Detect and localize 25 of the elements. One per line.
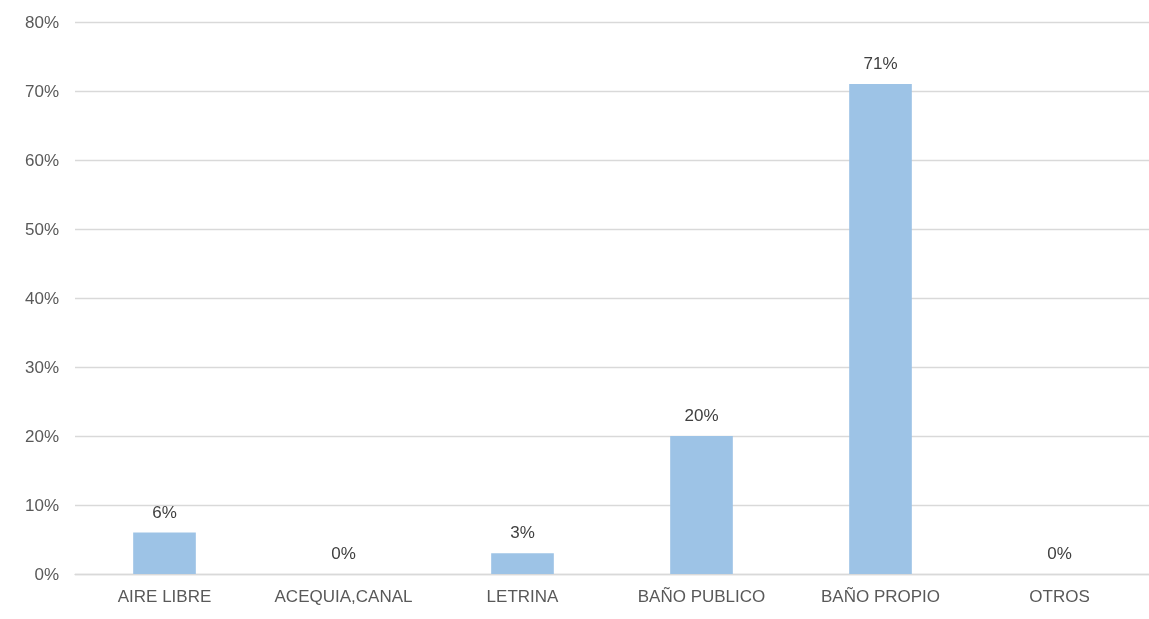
- x-tick-label: BAÑO PUBLICO: [637, 587, 766, 606]
- data-label: 3%: [510, 523, 535, 543]
- y-tick-label: 80%: [24, 12, 59, 32]
- y-tick-label: 30%: [24, 357, 59, 377]
- x-tick-label: OTROS: [1029, 587, 1090, 606]
- y-tick-label: 60%: [24, 150, 59, 170]
- x-tick-label: ACEQUIA,CANAL: [274, 587, 413, 606]
- data-label: 71%: [863, 54, 898, 74]
- data-label: 0%: [331, 544, 356, 563]
- bar: [849, 84, 912, 574]
- bar: [133, 532, 196, 574]
- data-label: 20%: [684, 406, 719, 425]
- y-tick-label: 10%: [24, 495, 59, 515]
- data-label: 0%: [1047, 544, 1072, 563]
- y-tick-label: 20%: [24, 426, 59, 446]
- y-tick-label: 40%: [24, 288, 59, 308]
- y-tick-label: 0%: [34, 564, 59, 584]
- y-tick-label: 70%: [24, 81, 59, 101]
- x-tick-label: LETRINA: [486, 587, 560, 606]
- data-label: 6%: [152, 502, 177, 522]
- y-tick-label: 50%: [24, 219, 59, 239]
- x-tick-label: BAÑO PROPIO: [820, 587, 941, 606]
- bar: [491, 553, 554, 574]
- bar: [670, 436, 733, 574]
- x-tick-label: AIRE LIBRE: [117, 587, 212, 606]
